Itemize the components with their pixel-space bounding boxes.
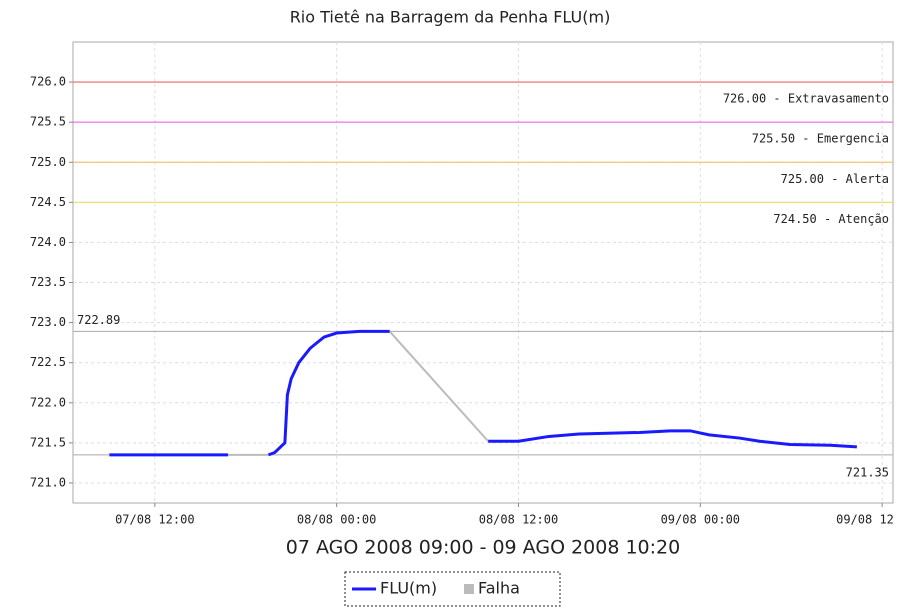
series-line — [267, 329, 390, 457]
plot-area — [72, 41, 894, 504]
threshold-label: 726.00 - Extravasamento — [723, 92, 889, 106]
min-label: 721.35 — [846, 465, 889, 479]
x-tick-label: 09/08 12 — [836, 513, 894, 527]
x-axis-label: 07 AGO 2008 09:00 - 09 AGO 2008 10:20 — [286, 537, 680, 559]
y-tick-label: 724.0 — [30, 235, 66, 249]
legend — [344, 571, 561, 607]
y-tick-label: 725.0 — [30, 155, 66, 169]
max-label: 722.89 — [77, 313, 120, 327]
chart-title: Rio Tietê na Barragem da Penha FLU(m) — [290, 8, 611, 27]
threshold-label: 724.50 - Atenção — [773, 212, 889, 226]
y-tick-label: 722.0 — [30, 395, 66, 409]
y-tick-label: 721.5 — [30, 435, 66, 449]
series-line — [388, 330, 489, 442]
threshold-label: 725.00 - Alerta — [781, 172, 889, 186]
x-tick-label: 07/08 12:00 — [115, 513, 194, 527]
legend-swatch — [464, 584, 474, 594]
x-tick-label: 08/08 00:00 — [297, 513, 376, 527]
y-tick-label: 724.5 — [30, 195, 66, 209]
legend-label: Falha — [478, 579, 520, 598]
series-line — [488, 429, 857, 449]
y-tick-label: 723.5 — [30, 275, 66, 289]
y-tick-label: 723.0 — [30, 315, 66, 329]
y-tick-label: 725.5 — [30, 115, 66, 129]
x-tick-label: 09/08 00:00 — [661, 513, 740, 527]
x-tick-label: 08/08 12:00 — [479, 513, 558, 527]
y-tick-label: 722.5 — [30, 355, 66, 369]
legend-label: FLU(m) — [380, 579, 437, 598]
y-tick-label: 726.0 — [30, 75, 66, 89]
threshold-label: 725.50 - Emergencia — [752, 132, 889, 146]
y-tick-label: 721.0 — [30, 475, 66, 489]
